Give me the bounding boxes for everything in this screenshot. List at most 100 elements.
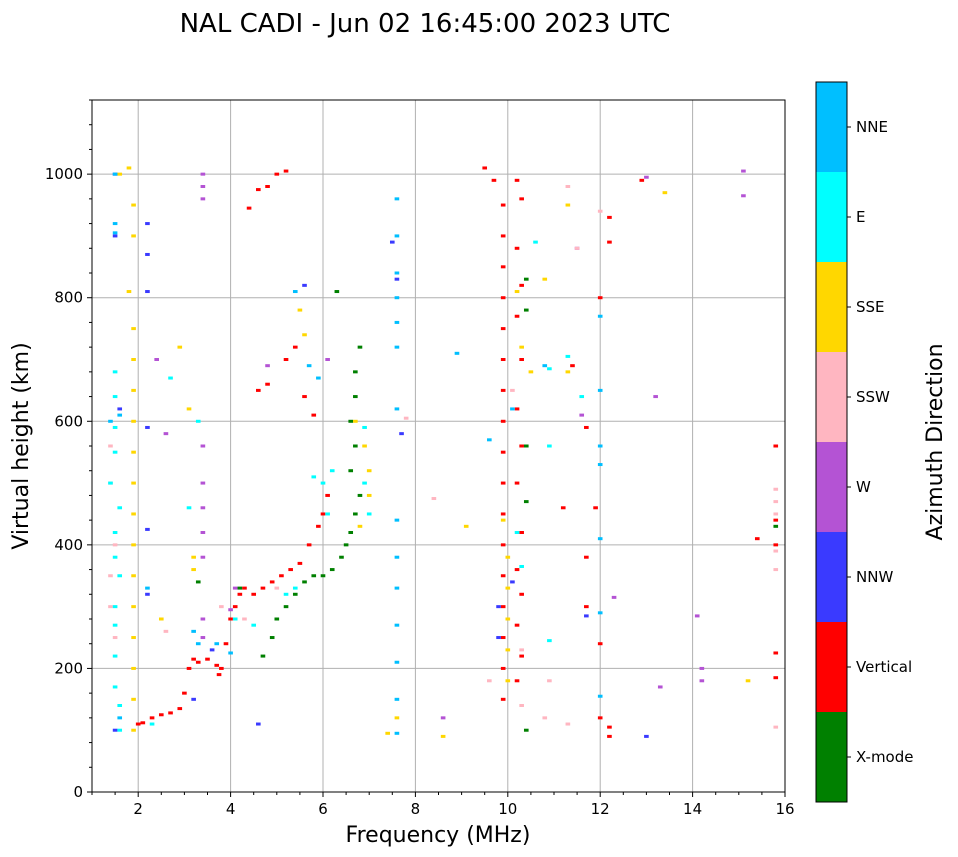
data-point [195,419,201,423]
data-point [219,666,224,670]
data-point [639,178,645,182]
data-point [251,592,257,596]
data-point [325,493,330,497]
colorbar-swatch [816,262,847,352]
series-e [108,240,585,732]
x-tick-label: 10 [498,800,517,818]
data-point [500,481,506,485]
data-point [316,524,321,528]
data-point [214,663,220,667]
data-point [311,413,317,417]
data-point [228,651,233,655]
x-tick-label: 14 [683,800,702,818]
data-point [584,614,589,618]
data-point [500,388,506,392]
data-point [145,290,150,294]
data-point [302,395,307,399]
data-point [145,252,150,256]
data-point [297,308,303,312]
data-point [357,345,363,349]
data-point [773,487,779,491]
colorbar-category-label: SSE [856,298,885,316]
data-point [117,728,123,732]
data-point [514,290,520,294]
data-point [607,215,612,219]
data-point [195,660,201,664]
data-point [214,642,220,646]
data-point [182,691,187,695]
data-point [741,169,746,173]
data-point [505,648,511,652]
data-point [505,555,511,559]
data-point [168,376,173,380]
data-point [311,574,317,578]
data-point [607,240,612,244]
data-point [773,500,779,504]
data-point [754,537,760,541]
data-point [357,493,363,497]
data-point [195,580,201,584]
data-point [200,481,206,485]
data-point [353,419,358,423]
data-point [500,358,506,361]
data-point [108,481,113,485]
data-point [292,592,298,596]
data-point [274,172,280,176]
data-point [145,527,150,531]
data-point [597,314,603,318]
colorbar-category-label: NNW [856,568,893,586]
data-point [519,345,524,349]
data-point [135,722,141,726]
x-axis-label: Frequency (MHz) [346,823,531,848]
data-point [195,642,201,646]
data-point [232,617,238,621]
data-point [237,592,243,596]
data-point [394,407,400,411]
data-point [112,728,118,732]
data-point [186,407,192,411]
data-point [279,574,284,578]
data-point [394,271,400,275]
data-point [394,623,400,627]
data-point [394,660,400,664]
data-point [325,358,330,361]
data-point [288,568,293,572]
data-point [519,592,524,596]
data-point [519,197,524,201]
data-point [500,605,506,609]
data-point [399,432,404,436]
data-point [329,469,335,473]
data-point [283,358,289,361]
data-point [112,395,118,399]
data-point [514,679,520,683]
data-point [519,648,524,652]
plot-background [92,100,785,792]
data-point [112,234,118,238]
data-point [745,679,751,683]
data-point [611,595,617,599]
data-point [237,586,243,590]
data-point [523,308,529,312]
data-point [385,731,390,735]
data-point [329,568,335,572]
data-point [131,419,136,423]
data-point [579,413,585,417]
data-point [283,592,289,596]
data-point [547,639,552,643]
data-point [269,580,275,584]
data-point [500,697,506,701]
data-point [149,716,155,720]
data-point [131,481,136,485]
data-point [348,531,354,534]
data-point [773,524,779,528]
data-point [597,642,603,646]
data-point [514,531,520,534]
data-point [519,283,524,287]
data-point [154,358,159,361]
colorbar-swatch [816,532,847,622]
data-point [149,722,155,726]
data-point [145,592,150,596]
data-point [487,438,492,442]
data-point [168,711,173,715]
data-point [500,512,506,516]
